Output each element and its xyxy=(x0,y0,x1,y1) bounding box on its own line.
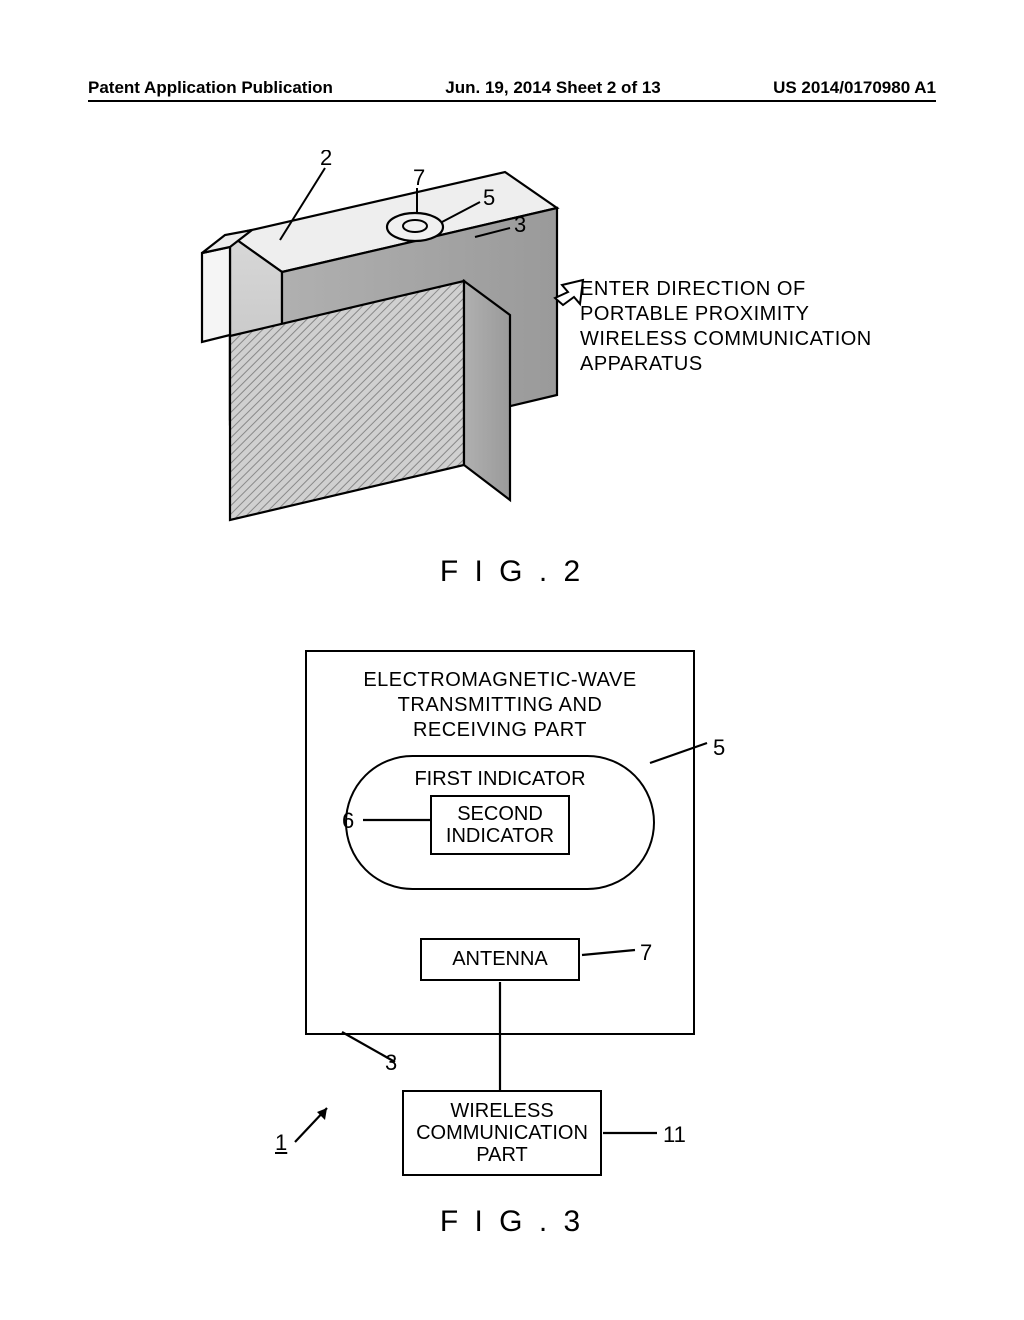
fig3-diagram: ELECTROMAGNETIC-WAVE TRANSMITTING AND RE… xyxy=(245,650,785,1210)
header-center: Jun. 19, 2014 Sheet 2 of 13 xyxy=(445,78,660,98)
fig3-caption: F I G . 3 xyxy=(0,1205,1024,1239)
fig3-ref-11: 11 xyxy=(663,1122,686,1148)
fig2-arrow-text: ENTER DIRECTION OF PORTABLE PROXIMITY WI… xyxy=(580,277,872,377)
patent-header: Patent Application Publication Jun. 19, … xyxy=(0,78,1024,98)
header-right: US 2014/0170980 A1 xyxy=(773,78,936,98)
fig3-pill-label: FIRST INDICATOR xyxy=(345,768,655,791)
fig3-ref-1: 1 xyxy=(275,1130,287,1156)
header-left: Patent Application Publication xyxy=(88,78,333,98)
fig3-second-indicator-box: SECOND INDICATOR xyxy=(430,795,570,855)
fig3-wireless-box: WIRELESS COMMUNICATION PART xyxy=(402,1090,602,1176)
fig2-caption: F I G . 2 xyxy=(0,555,1024,589)
fig3-antenna-box: ANTENNA xyxy=(420,938,580,981)
header-rule xyxy=(88,100,936,102)
fig3-ref-6: 6 xyxy=(342,808,354,834)
fig2-ref-3: 3 xyxy=(514,212,526,237)
direction-arrow xyxy=(555,280,583,305)
fig2-ref-5: 5 xyxy=(483,185,495,210)
fig2-ref-7: 7 xyxy=(413,165,425,190)
fig2-ref-2: 2 xyxy=(320,150,332,170)
fig3-ref-7: 7 xyxy=(640,940,652,966)
fig3-ref-5: 5 xyxy=(713,735,725,761)
fig3-ref-3: 3 xyxy=(385,1050,397,1076)
fig3-box-title: ELECTROMAGNETIC-WAVE TRANSMITTING AND RE… xyxy=(315,668,685,743)
